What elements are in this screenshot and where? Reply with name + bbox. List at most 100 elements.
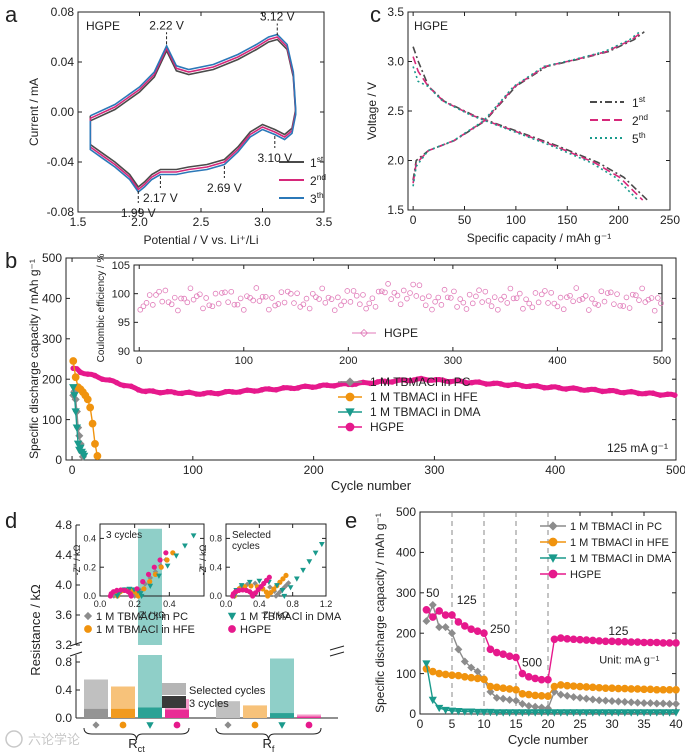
discharge-curve-5th: [412, 66, 639, 201]
series-point: [69, 384, 78, 392]
series-point: [575, 709, 585, 717]
hgpe-point: [193, 391, 200, 397]
ce-point: [375, 288, 382, 295]
nyquist-point: [246, 579, 253, 586]
axes-frame: [65, 257, 677, 461]
ce-point: [300, 301, 307, 308]
ce-point: [523, 296, 529, 303]
ce-point: [623, 294, 630, 301]
panel-b-xlabel: Cycle number: [331, 478, 412, 493]
ce-point: [611, 301, 617, 307]
series-point: [441, 611, 450, 619]
hgpe-point: [548, 384, 555, 390]
y-tick-label: 95: [118, 317, 130, 329]
hgpe-point: [229, 389, 236, 395]
y-tick-label: 400: [396, 546, 416, 560]
hgpe-point: [295, 385, 301, 391]
y-tick-label: 0.0: [83, 591, 96, 601]
series-point: [428, 696, 437, 705]
series-point: [93, 452, 102, 460]
legend-label-5th: 5th: [632, 130, 646, 146]
nyquist-point: [163, 550, 169, 556]
y-tick-label: 0.2: [83, 562, 96, 572]
ce-point: [463, 306, 470, 312]
series-point: [422, 660, 431, 668]
series-point: [633, 685, 642, 693]
ce-point: [526, 300, 533, 307]
ce-point: [159, 298, 166, 305]
nyquist-inset-selected-ylabel: -Z'' / kΩ: [198, 544, 208, 575]
legend-label: 1 M TBMACl in DMA: [570, 553, 672, 565]
ce-point: [319, 285, 325, 292]
legend-label: 1 M TBMACl in DMA: [370, 405, 480, 419]
ce-point: [432, 299, 438, 305]
y-tick-label: 3.5: [387, 5, 404, 19]
group-bracket: [215, 727, 322, 741]
ce-point: [193, 293, 200, 300]
axes-frame: [133, 264, 663, 352]
ce-point: [316, 296, 322, 302]
ce-point: [143, 300, 150, 306]
ce-point: [476, 287, 482, 294]
cv-curve-2nd: [89, 36, 297, 191]
panel-a-label: HGPE: [86, 19, 120, 33]
ce-point: [181, 295, 187, 302]
ce-point: [278, 289, 285, 295]
nyquist-point: [138, 593, 145, 600]
nyquist-inset-selected-label-2: cycles: [232, 541, 260, 552]
watermark-text: 六论学论: [28, 732, 80, 747]
series-point: [627, 685, 635, 693]
panel-e-xlabel: Cycle number: [508, 732, 589, 747]
cv-curve-3th: [89, 33, 297, 194]
ce-point: [538, 291, 545, 298]
nyquist-point: [151, 564, 157, 570]
series-point: [505, 652, 514, 661]
ce-point: [488, 303, 495, 309]
ce-point: [303, 295, 310, 302]
panel-c-ylabel: Voltage / V: [365, 82, 379, 140]
series-point: [531, 674, 539, 683]
series-point: [646, 699, 655, 708]
ce-point: [385, 281, 391, 287]
ce-point: [378, 288, 385, 295]
legend-label-2nd: 2nd: [310, 172, 326, 188]
ce-point: [589, 296, 595, 302]
x-tick-label: 0.0: [220, 599, 233, 609]
ce-point: [335, 294, 341, 301]
ce-point: [557, 294, 564, 301]
discharge-curve-1st: [412, 46, 648, 201]
y-tick-label: -0.04: [47, 155, 75, 169]
panel-a-xlabel: Potential / V vs. Li⁺/Li: [143, 233, 258, 247]
hgpe-point: [483, 381, 490, 387]
hgpe-point: [635, 390, 642, 397]
hgpe-point: [563, 386, 569, 392]
ce-point: [658, 300, 664, 307]
series-point: [518, 709, 527, 717]
watermark-logo: [5, 730, 23, 748]
x-tick-label: 200: [609, 213, 629, 227]
legend-label: HGPE: [370, 420, 404, 434]
series-point: [435, 704, 444, 713]
series-point: [531, 702, 540, 711]
hgpe-point: [367, 380, 374, 387]
ce-point: [153, 292, 159, 298]
series-point: [671, 709, 681, 717]
nyquist-point: [265, 593, 271, 599]
legend-marker: [548, 521, 558, 531]
nyquist-point: [147, 578, 153, 585]
ce-point: [357, 301, 363, 308]
panel-a-letter: a: [5, 2, 18, 27]
hgpe-point: [389, 379, 395, 385]
charge-curve-2nd: [412, 31, 643, 184]
series-point: [499, 709, 508, 717]
ce-point: [266, 306, 272, 313]
hgpe-point: [614, 388, 620, 395]
x-tick-label: 0.8: [286, 599, 299, 609]
axes-frame: [99, 523, 205, 597]
nyquist-point: [279, 588, 286, 594]
nyquist-point: [261, 580, 267, 587]
ce-point: [576, 297, 583, 303]
nyquist-inset-3-cycles-xlabel: Z' / kΩ: [139, 610, 165, 620]
y-tick-label: 300: [42, 332, 62, 346]
ce-point: [479, 299, 485, 305]
